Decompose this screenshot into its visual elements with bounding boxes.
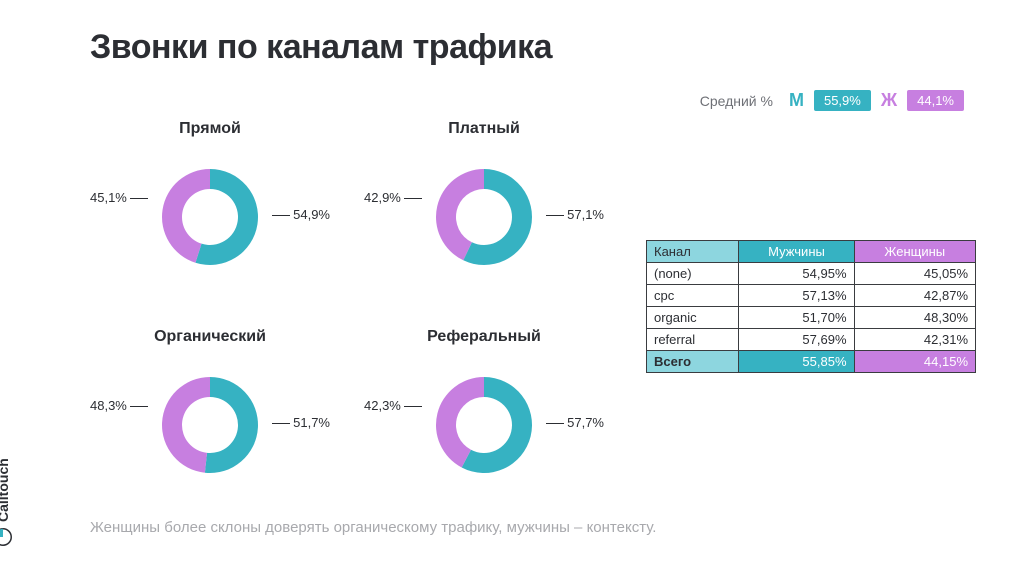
legend-female-value: 44,1% — [907, 90, 964, 111]
table-total-row: Всего 55,85% 44,15% — [647, 351, 976, 373]
brand-logo: Calltouch — [0, 458, 12, 546]
col-female: Женщины — [854, 241, 975, 263]
chart-title: Реферальный — [364, 328, 604, 346]
brand-text: Calltouch — [0, 458, 11, 522]
calltouch-icon — [0, 528, 12, 546]
cell-female: 45,05% — [854, 263, 975, 285]
chart-title: Органический — [90, 328, 330, 346]
cell-female: 48,30% — [854, 307, 975, 329]
donut-svg — [424, 350, 544, 500]
chart-title: Платный — [364, 120, 604, 138]
slice-male — [205, 377, 258, 473]
label-male: 51,7% — [272, 415, 330, 430]
donut-chart: Прямой 54,9% 45,1% — [90, 120, 330, 300]
donut-chart: Платный 57,1% 42,9% — [364, 120, 604, 300]
table-row: organic 51,70% 48,30% — [647, 307, 976, 329]
slide: Звонки по каналам трафика Средний % М 55… — [0, 0, 1024, 576]
table-row: cpc 57,13% 42,87% — [647, 285, 976, 307]
donut-chart: Реферальный 57,7% 42,3% — [364, 328, 604, 508]
table-header-row: Канал Мужчины Женщины — [647, 241, 976, 263]
donut-svg — [150, 350, 270, 500]
cell-female: 42,87% — [854, 285, 975, 307]
cell-male: 57,69% — [739, 329, 854, 351]
label-female: 45,1% — [90, 190, 148, 205]
legend-male-value: 55,9% — [814, 90, 871, 111]
cell-channel: referral — [647, 329, 739, 351]
label-male: 54,9% — [272, 207, 330, 222]
donut-svg — [424, 142, 544, 292]
data-table: Канал Мужчины Женщины (none) 54,95% 45,0… — [646, 240, 976, 373]
legend: Средний % М 55,9% Ж 44,1% — [700, 90, 964, 111]
donut-wrap: 54,9% 45,1% — [90, 142, 330, 292]
cell-male: 54,95% — [739, 263, 854, 285]
donut-svg — [150, 142, 270, 292]
donut-wrap: 51,7% 48,3% — [90, 350, 330, 500]
charts-grid: Прямой 54,9% 45,1% Платный 57,1% 42,9% О… — [90, 120, 610, 508]
legend-female-letter: Ж — [881, 90, 897, 111]
label-male: 57,1% — [546, 207, 604, 222]
cell-male: 51,70% — [739, 307, 854, 329]
col-male: Мужчины — [739, 241, 854, 263]
cell-channel: (none) — [647, 263, 739, 285]
col-channel: Канал — [647, 241, 739, 263]
page-title: Звонки по каналам трафика — [90, 28, 552, 67]
cell-total-label: Всего — [647, 351, 739, 373]
label-female: 48,3% — [90, 398, 148, 413]
cell-total-male: 55,85% — [739, 351, 854, 373]
table-row: referral 57,69% 42,31% — [647, 329, 976, 351]
donut-chart: Органический 51,7% 48,3% — [90, 328, 330, 508]
cell-channel: cpc — [647, 285, 739, 307]
label-male: 57,7% — [546, 415, 604, 430]
chart-title: Прямой — [90, 120, 330, 138]
footnote: Женщины более склоны доверять органическ… — [90, 519, 656, 536]
cell-channel: organic — [647, 307, 739, 329]
label-female: 42,9% — [364, 190, 422, 205]
table-row: (none) 54,95% 45,05% — [647, 263, 976, 285]
legend-male-letter: М — [789, 90, 804, 111]
slice-female — [162, 377, 210, 473]
label-female: 42,3% — [364, 398, 422, 413]
donut-wrap: 57,1% 42,9% — [364, 142, 604, 292]
cell-total-female: 44,15% — [854, 351, 975, 373]
donut-wrap: 57,7% 42,3% — [364, 350, 604, 500]
legend-avg-label: Средний % — [700, 93, 773, 109]
cell-male: 57,13% — [739, 285, 854, 307]
cell-female: 42,31% — [854, 329, 975, 351]
